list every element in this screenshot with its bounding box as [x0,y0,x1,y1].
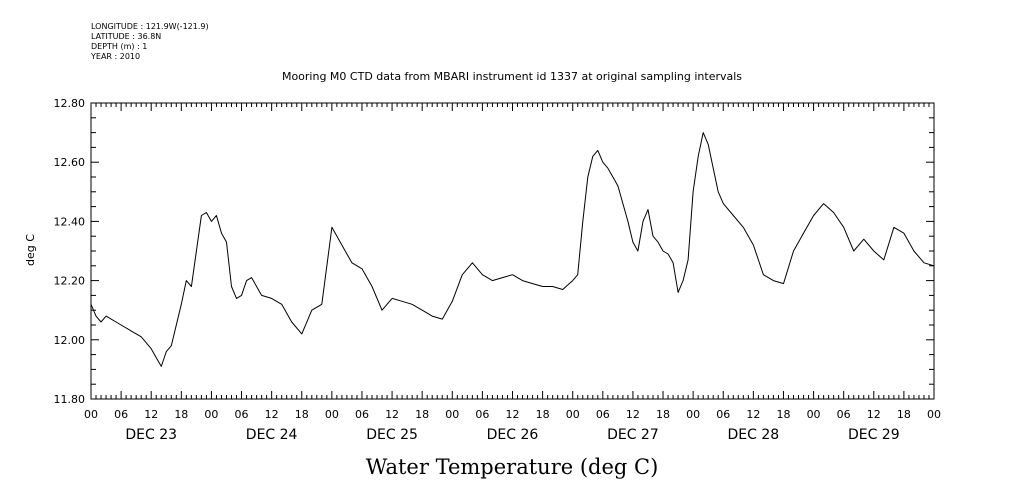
x-tick-label: 12 [867,408,881,421]
x-tick-label: 12 [746,408,760,421]
y-tick-label: 12.40 [54,215,86,228]
x-tick-label: 00 [84,408,98,421]
x-tick-label: 06 [355,408,369,421]
plot-border [90,102,935,400]
x-tick-label: 18 [776,408,790,421]
y-tick-label: 11.80 [54,393,86,406]
x-axis-label: Water Temperature (deg C) [366,455,659,479]
day-label: DEC 27 [607,427,659,443]
x-tick-label: 00 [686,408,700,421]
tick-labels: 12.80 12.60 12.40 12.20 12.00 11.80 00 06 12 18 00… [54,97,942,443]
x-tick-label: 06 [475,408,489,421]
x-tick-label: 06 [235,408,249,421]
x-tick-label: 00 [204,408,218,421]
y-tick-label: 12.80 [54,97,86,110]
day-label: DEC 29 [848,427,900,443]
x-tick-label: 18 [897,408,911,421]
x-tick-label: 18 [174,408,188,421]
x-tick-label: 06 [837,408,851,421]
metadata-block: LONGITUDE : 121.9W(-121.9) LATITUDE : 36… [91,22,209,62]
x-tick-label: 18 [415,408,429,421]
x-tick-label: 06 [114,408,128,421]
x-tick-label: 12 [265,408,279,421]
latitude-label: LATITUDE : 36.8N [91,32,162,41]
x-tick-label: 06 [716,408,730,421]
series-group [90,132,935,367]
x-tick-label: 18 [656,408,670,421]
x-tick-label: 00 [927,408,941,421]
depth-label: DEPTH (m) : 1 [91,42,148,51]
year-label: YEAR : 2010 [91,52,141,61]
y-tick-label: 12.00 [54,334,86,347]
day-label: DEC 26 [487,427,539,443]
x-tick-label: 18 [536,408,550,421]
x-tick-label: 12 [385,408,399,421]
x-tick-label: 12 [144,408,158,421]
x-tick-label: 12 [506,408,520,421]
x-tick-label: 00 [566,408,580,421]
series-line [90,132,935,367]
plot-frame [90,102,935,400]
y-tick-label: 12.20 [54,275,86,288]
x-tick-label: 18 [295,408,309,421]
day-label: DEC 24 [246,427,298,443]
x-tick-label: 00 [325,408,339,421]
x-tick-label: 00 [807,408,821,421]
chart-title: Mooring M0 CTD data from MBARI instrumen… [282,70,742,83]
day-label: DEC 25 [366,427,418,443]
day-label: DEC 23 [125,427,177,443]
y-tick-label: 12.60 [54,156,86,169]
x-tick-label: 00 [445,408,459,421]
axis-ticks [90,102,935,400]
x-tick-label: 06 [596,408,610,421]
y-axis-label: deg C [24,234,37,266]
x-tick-label: 12 [626,408,640,421]
day-label: DEC 28 [728,427,780,443]
longitude-label: LONGITUDE : 121.9W(-121.9) [91,22,209,31]
